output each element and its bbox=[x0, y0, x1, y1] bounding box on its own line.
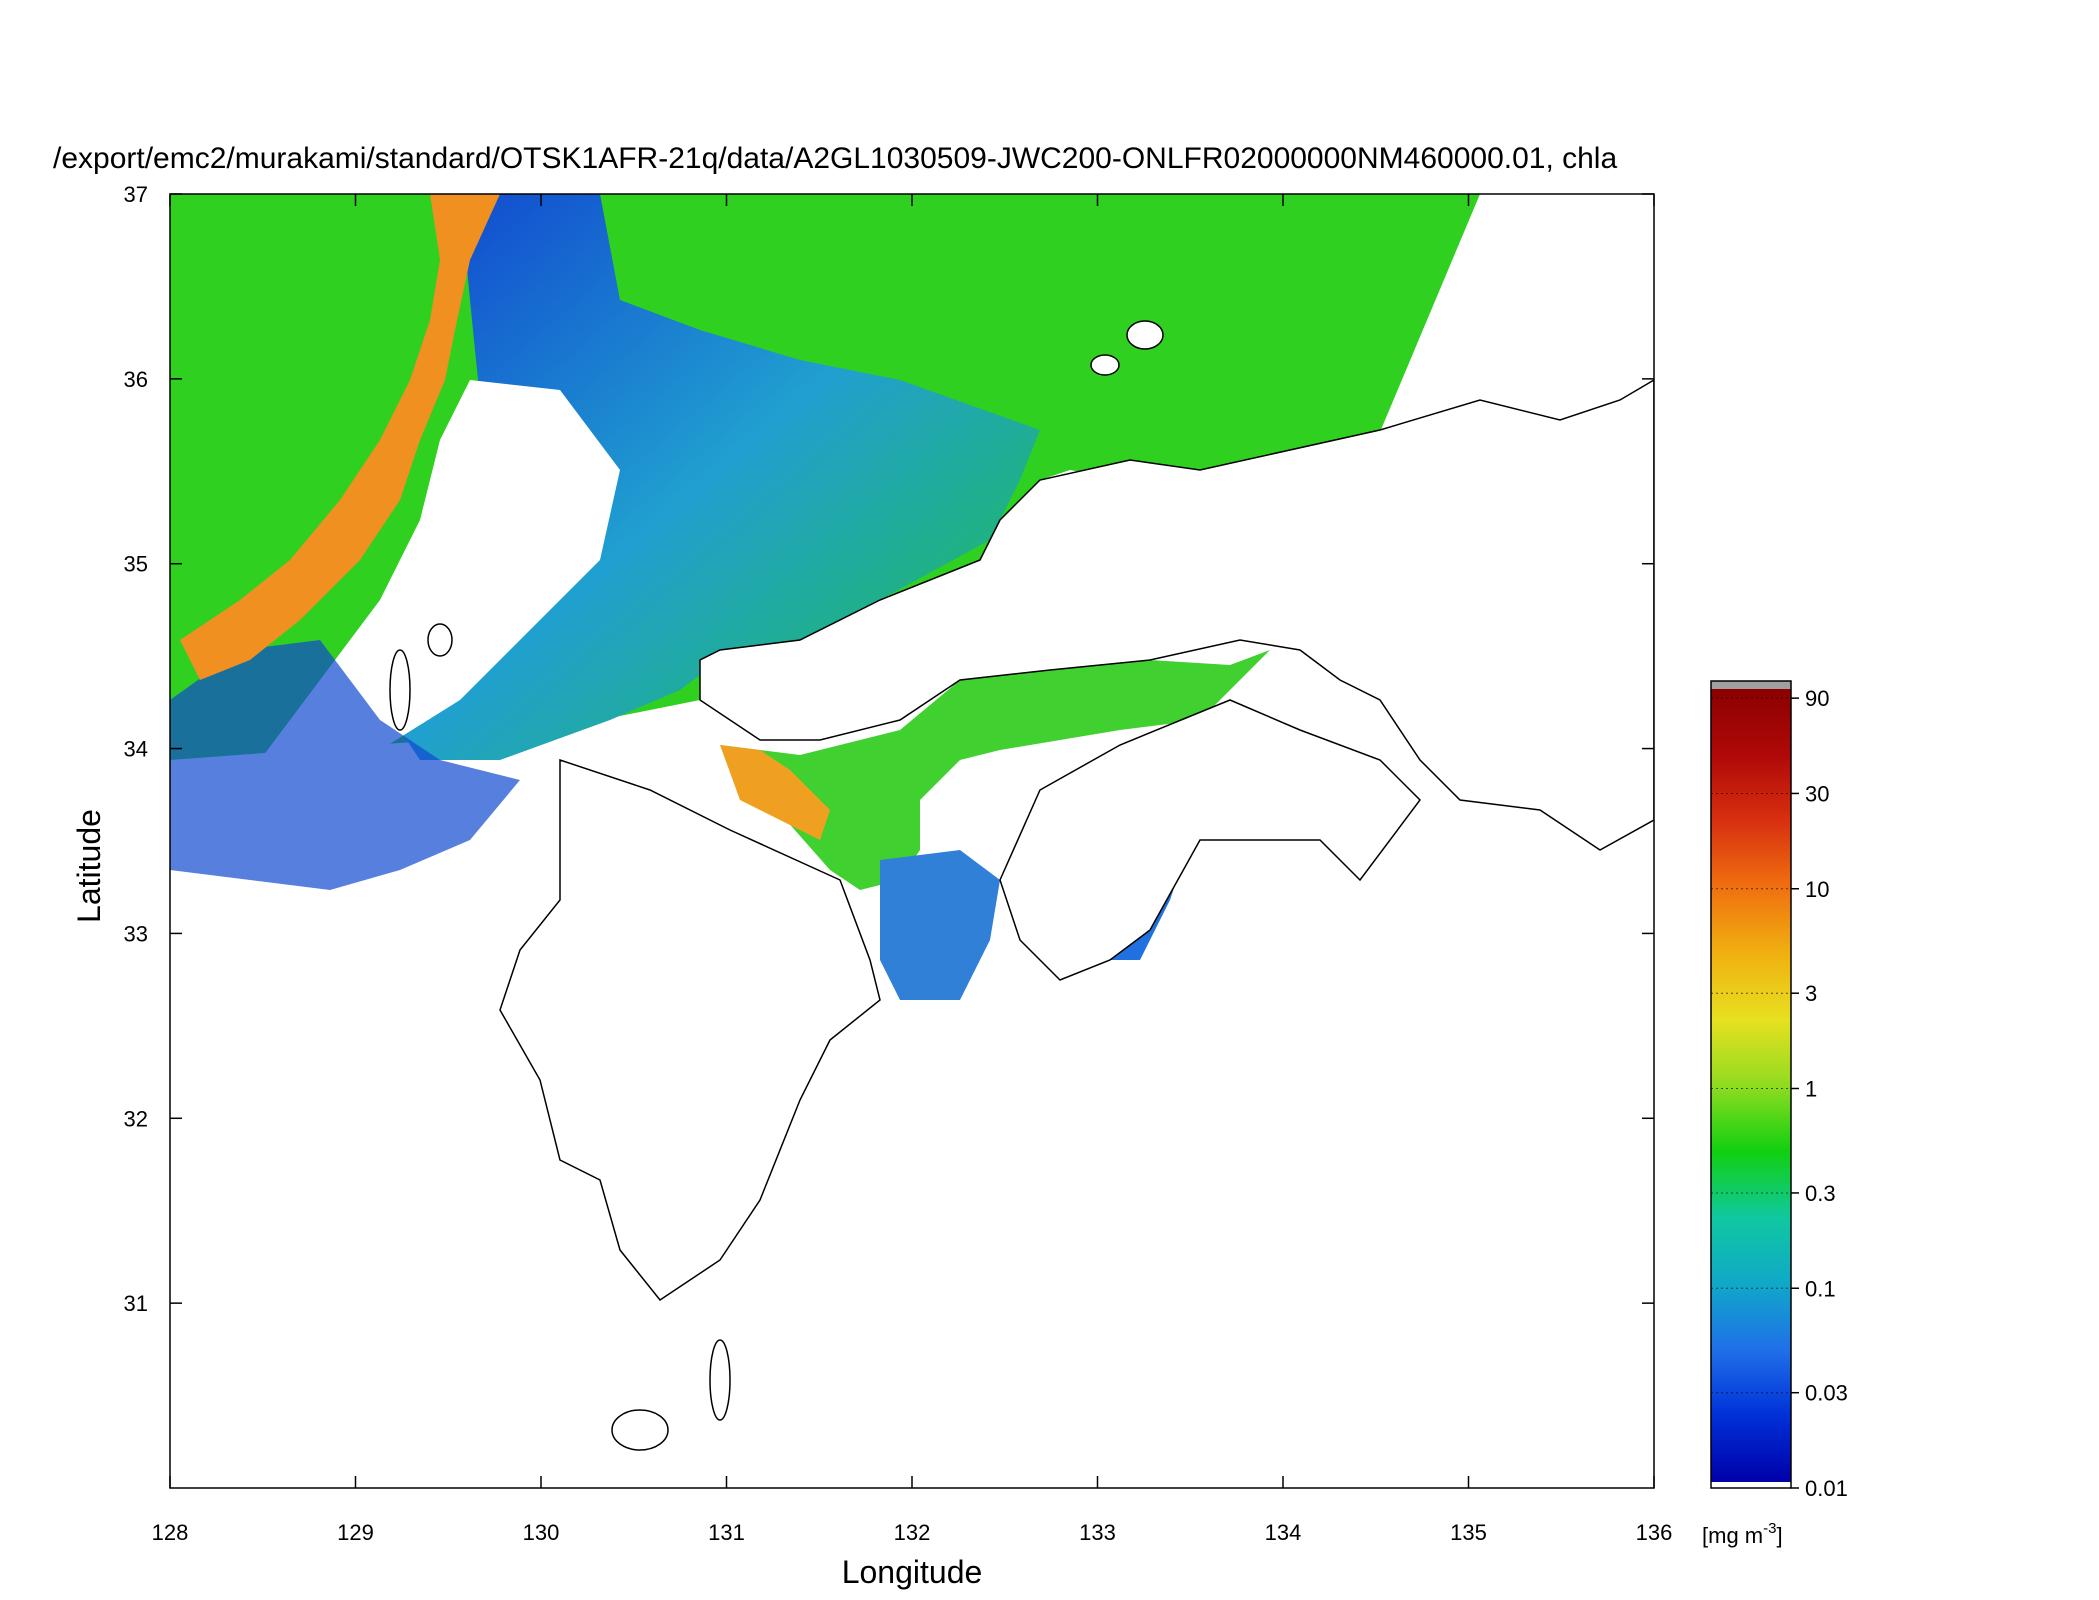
colorbar-tick-label: 0.1 bbox=[1805, 1276, 1836, 1301]
tosa-bay-strip bbox=[1100, 840, 1190, 960]
colorbar-gradient bbox=[1711, 689, 1791, 1482]
colorbar-unit: [mg m-3] bbox=[1702, 1520, 1783, 1548]
seto-inland-sea bbox=[720, 650, 1270, 890]
island-tsushima bbox=[389, 649, 411, 731]
colorbar-unit-close: ] bbox=[1776, 1523, 1782, 1548]
colorbar-unit-exponent: -3 bbox=[1763, 1520, 1776, 1537]
inland-sea-orange-edge bbox=[720, 745, 830, 840]
x-tick-label: 128 bbox=[152, 1520, 189, 1545]
colorbar-above-range bbox=[1711, 681, 1791, 689]
map-plot: 128 129 130 131 132 133 134 135 136 31 32 33 34 35 36… bbox=[71, 182, 1672, 1590]
colorbar-tick-label: 1 bbox=[1805, 1077, 1817, 1102]
x-tick-label: 130 bbox=[523, 1520, 560, 1545]
map-title: /export/emc2/murakami/standard/OTSK1AFR-… bbox=[53, 142, 1617, 175]
x-tick-label: 133 bbox=[1079, 1520, 1116, 1545]
chlorophyll-field bbox=[170, 194, 1654, 1451]
colorbar-tick-label: 30 bbox=[1805, 781, 1829, 806]
x-axis-title: Longitude bbox=[842, 1554, 983, 1590]
land-shikoku bbox=[999, 699, 1421, 981]
x-tick-label: 134 bbox=[1265, 1520, 1302, 1545]
y-tick-label: 35 bbox=[124, 552, 148, 577]
x-axis-ticks: 128 129 130 131 132 133 134 135 136 bbox=[152, 194, 1673, 1545]
x-tick-label: 135 bbox=[1450, 1520, 1487, 1545]
x-tick-label: 136 bbox=[1636, 1520, 1673, 1545]
y-tick-label: 34 bbox=[124, 737, 148, 762]
coastal-high-chla-west bbox=[180, 194, 500, 680]
southwest-mixed-region bbox=[170, 640, 520, 890]
offshore-blue-band bbox=[380, 194, 1040, 760]
y-axis-ticks: 31 32 33 34 35 36 37 bbox=[124, 182, 1654, 1316]
x-tick-label: 131 bbox=[708, 1520, 745, 1545]
y-tick-label: 36 bbox=[124, 367, 148, 392]
colorbar-below-range bbox=[1711, 1482, 1791, 1488]
island-iki bbox=[427, 623, 453, 657]
colorbar-ticks: 90 30 10 3 1 0.3 0.1 0.03 0.01 bbox=[1711, 686, 1848, 1501]
island-yakushima bbox=[611, 1409, 669, 1451]
y-tick-label: 37 bbox=[124, 182, 148, 207]
y-tick-label: 33 bbox=[124, 921, 148, 946]
colorbar-tick-label: 90 bbox=[1805, 686, 1829, 711]
bungo-channel bbox=[880, 850, 1000, 1000]
x-tick-label: 129 bbox=[337, 1520, 374, 1545]
colorbar: 90 30 10 3 1 0.3 0.1 0.03 0.01 [mg m-3] bbox=[1702, 680, 1848, 1548]
colorbar-tick-label: 3 bbox=[1805, 981, 1817, 1006]
land-kyushu bbox=[499, 758, 881, 1302]
colorbar-tick-label: 0.03 bbox=[1805, 1381, 1848, 1406]
y-tick-label: 32 bbox=[124, 1106, 148, 1131]
x-tick-label: 132 bbox=[894, 1520, 931, 1545]
colorbar-tick-label: 0.01 bbox=[1805, 1476, 1848, 1501]
island-tanegashima bbox=[709, 1339, 731, 1421]
island-oki bbox=[1126, 320, 1164, 350]
land-honshu bbox=[699, 379, 1654, 851]
y-axis-title: Latitude bbox=[71, 809, 107, 923]
colorbar-unit-base: [mg m bbox=[1702, 1523, 1763, 1548]
island-oki-small bbox=[1090, 354, 1120, 376]
y-tick-label: 31 bbox=[124, 1291, 148, 1316]
colorbar-tick-label: 10 bbox=[1805, 877, 1829, 902]
colorbar-tick-label: 0.3 bbox=[1805, 1181, 1836, 1206]
